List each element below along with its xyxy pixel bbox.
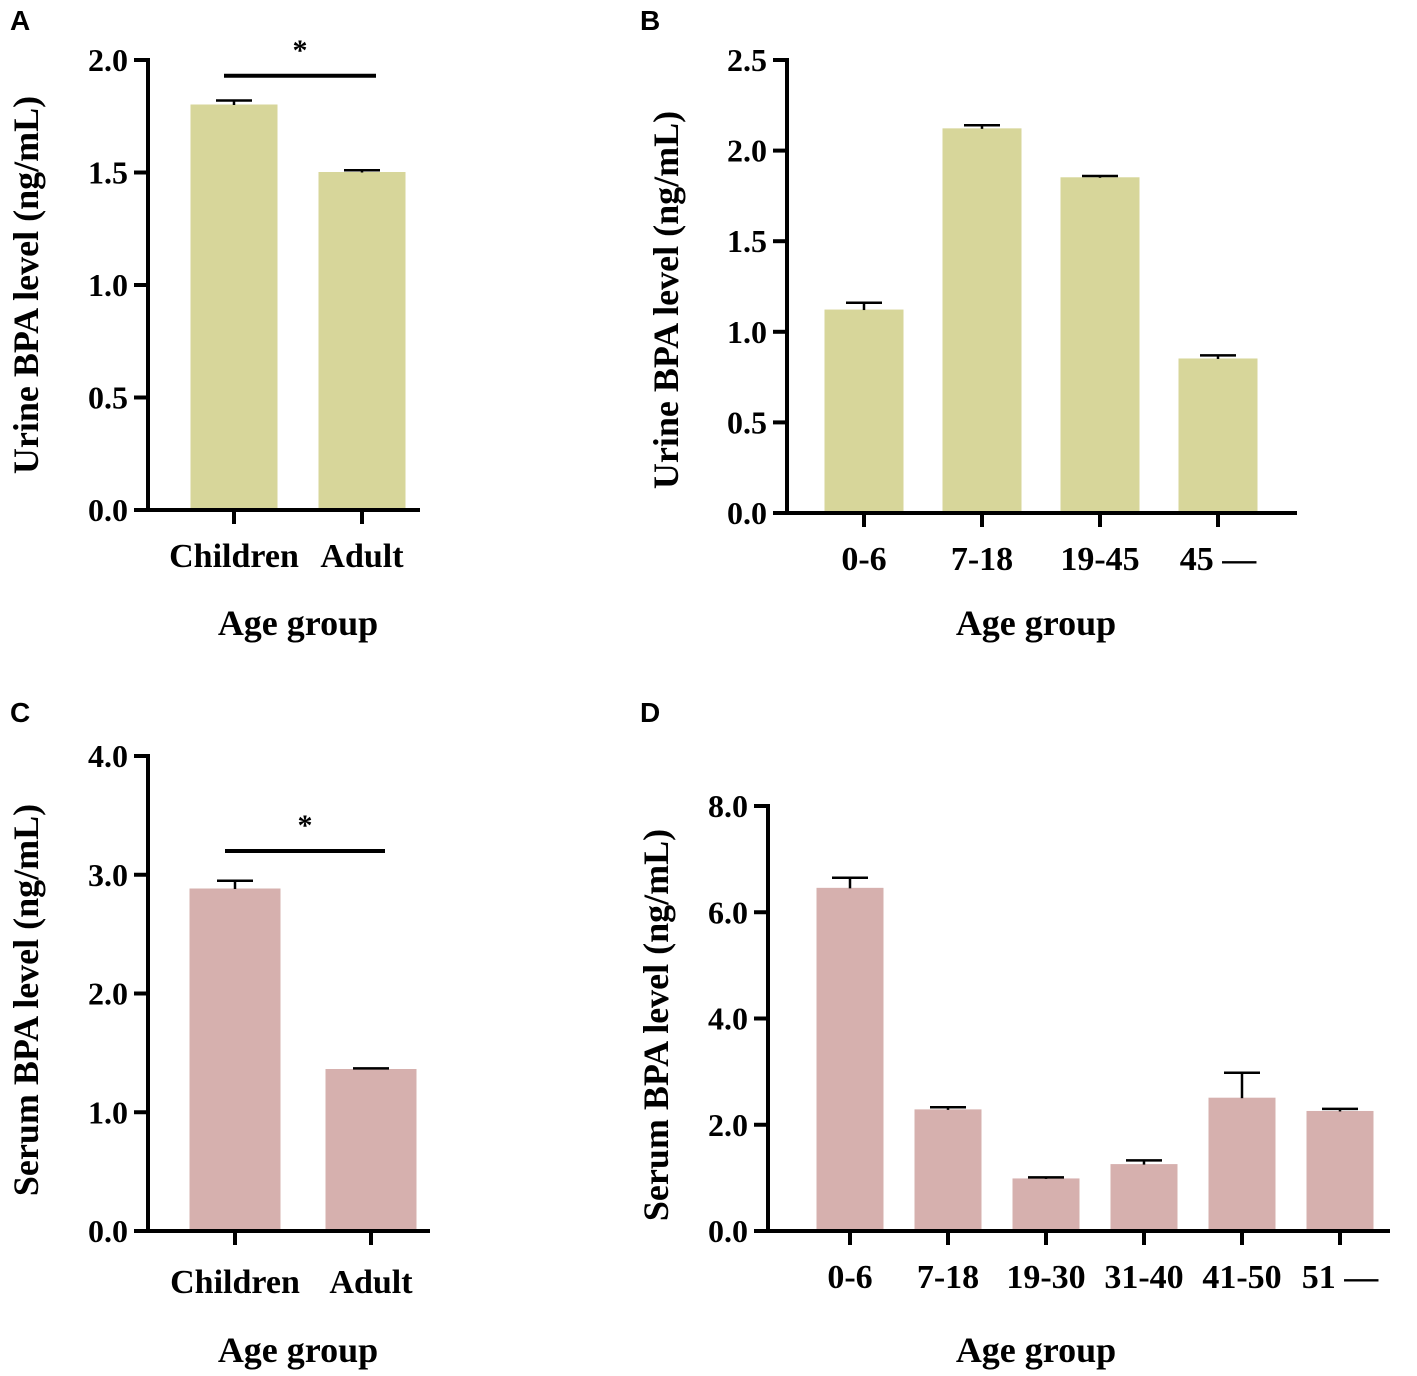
error-bar (1224, 1071, 1260, 1099)
y-tick-label: 2.0 (88, 42, 128, 78)
x-tick-label: Adult (320, 538, 404, 575)
y-tick-label: 3.0 (88, 857, 128, 893)
y-tick-label: 2.5 (727, 42, 767, 78)
x-axis-title: Age group (218, 1330, 378, 1370)
y-tick-label: 1.5 (727, 223, 767, 259)
y-tick-label: 2.0 (708, 1107, 748, 1143)
panel-b-chart: B Urine BPA level (ng/mL) Age group 0.0 0… (640, 5, 1297, 643)
y-tick-label: 8.0 (708, 788, 748, 824)
y-tick-label: 0.5 (88, 380, 128, 416)
panel-a-chart: A Urine BPA level (ng/mL) Age group 0.0 0… (6, 5, 420, 643)
bar-Children (190, 104, 278, 511)
bar-0-6 (816, 887, 884, 1232)
y-axis-title: Urine BPA level (ng/mL) (6, 96, 46, 474)
panel-letter: D (640, 697, 660, 728)
significance-marker: * (225, 809, 385, 853)
y-tick-label: 2.0 (727, 133, 767, 169)
error-bar (1028, 1176, 1064, 1179)
y-tick-label: 4.0 (708, 1001, 748, 1037)
x-tick-label: 0-6 (841, 541, 886, 578)
error-bar (353, 1067, 389, 1070)
bar-Adult (318, 172, 406, 511)
error-bar (1322, 1107, 1358, 1112)
bar-19-30 (1012, 1178, 1080, 1232)
y-axis-title: Serum BPA level (ng/mL) (6, 804, 46, 1196)
x-tick-label: 45 — (1180, 541, 1258, 578)
x-tick-label: 51 — (1302, 1259, 1380, 1296)
bar-0-6 (824, 309, 904, 514)
error-bar (846, 301, 882, 311)
bar-51 — (1306, 1110, 1374, 1232)
error-bar (1082, 174, 1118, 178)
error-bar (1200, 354, 1236, 359)
bar-Adult (325, 1069, 417, 1232)
x-tick-label: 31-40 (1104, 1259, 1183, 1296)
y-tick-label: 1.0 (88, 267, 128, 303)
error-bar (1126, 1159, 1162, 1165)
y-tick-label: 0.0 (727, 495, 767, 531)
bar-19-45 (1060, 177, 1140, 514)
y-tick-label: 0.0 (708, 1213, 748, 1249)
panel-c-chart: C Serum BPA level (ng/mL) Age group 0.0 1… (6, 697, 430, 1370)
panel-letter: B (640, 5, 660, 36)
bar-45 — (1178, 358, 1258, 514)
x-axis-title: Age group (956, 1330, 1116, 1370)
panel-letter: C (10, 697, 30, 728)
bar-7-18 (914, 1109, 982, 1232)
bar-31-40 (1110, 1164, 1178, 1232)
y-tick-label: 4.0 (88, 738, 128, 774)
significance-label: * (293, 34, 308, 67)
x-tick-label: Children (170, 1264, 300, 1301)
y-tick-label: 1.0 (727, 314, 767, 350)
error-bar (217, 879, 253, 889)
significance-marker: * (224, 34, 376, 78)
x-tick-label: 7-18 (917, 1259, 979, 1296)
x-tick-label: Children (169, 538, 299, 575)
x-tick-label: 19-30 (1006, 1259, 1085, 1296)
y-tick-label: 6.0 (708, 894, 748, 930)
x-tick-label: Adult (329, 1264, 413, 1301)
bar-Children (189, 888, 281, 1232)
x-tick-label: 19-45 (1060, 541, 1139, 578)
y-axis-title: Urine BPA level (ng/mL) (646, 111, 686, 489)
error-bar (832, 876, 868, 889)
error-bar (964, 123, 1000, 129)
y-tick-label: 2.0 (88, 976, 128, 1012)
error-bar (344, 169, 380, 173)
error-bar (216, 99, 252, 105)
x-axis-title: Age group (956, 603, 1116, 643)
panel-letter: A (10, 5, 30, 36)
y-tick-label: 1.0 (88, 1094, 128, 1130)
error-bar (930, 1105, 966, 1110)
y-tick-label: 0.0 (88, 492, 128, 528)
bar-41-50 (1208, 1097, 1276, 1232)
bar-7-18 (942, 128, 1022, 514)
x-tick-label: 41-50 (1202, 1259, 1281, 1296)
significance-label: * (298, 809, 313, 842)
panel-d-chart: D Serum BPA level (ng/mL) Age group 0.0 2… (636, 697, 1390, 1370)
x-axis-title: Age group (218, 603, 378, 643)
y-tick-label: 1.5 (88, 155, 128, 191)
y-tick-label: 0.5 (727, 404, 767, 440)
y-tick-label: 0.0 (88, 1213, 128, 1249)
x-tick-label: 0-6 (827, 1259, 872, 1296)
x-tick-label: 7-18 (951, 541, 1013, 578)
y-axis-title: Serum BPA level (ng/mL) (636, 829, 676, 1221)
